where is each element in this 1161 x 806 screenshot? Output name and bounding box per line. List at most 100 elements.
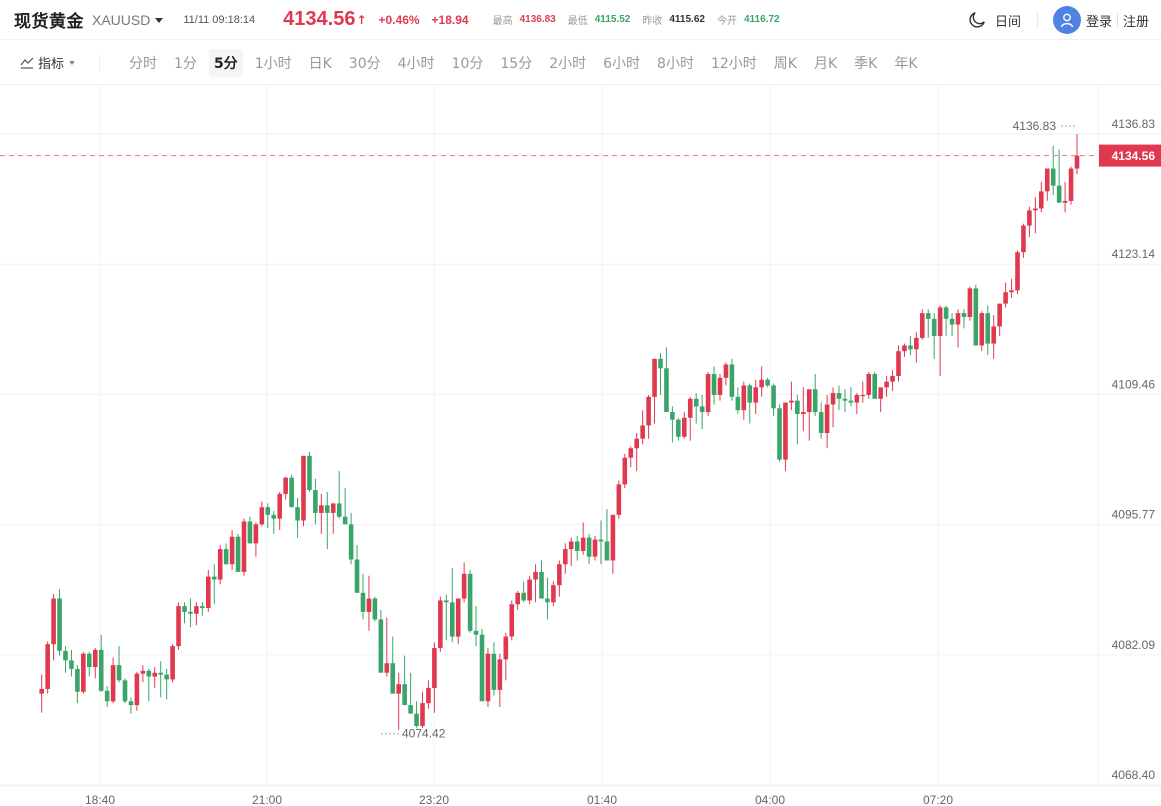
candle-body bbox=[943, 307, 949, 319]
candle-body bbox=[925, 313, 931, 319]
tab-timeframe[interactable]: 4小时 bbox=[397, 55, 435, 72]
theme-toggle[interactable]: 日间 bbox=[994, 14, 1021, 30]
stat-label: 最高 bbox=[492, 16, 513, 27]
register-link[interactable]: 注册 bbox=[1122, 14, 1149, 30]
candle-body bbox=[259, 507, 265, 525]
y-axis-label: 4095.77 bbox=[1112, 508, 1156, 522]
candle-body bbox=[277, 493, 282, 519]
tab-timeframe[interactable]: 8小时 bbox=[657, 55, 694, 72]
candle-body bbox=[812, 389, 818, 413]
candle-body bbox=[646, 396, 651, 426]
candle-body bbox=[426, 687, 431, 704]
candle-body bbox=[967, 288, 973, 317]
candle-body bbox=[896, 351, 901, 376]
y-axis-label: 4136.83 bbox=[1112, 117, 1156, 131]
chevron-down-icon bbox=[69, 60, 76, 65]
y-axis-label: 4123.14 bbox=[1112, 247, 1156, 261]
candle-body bbox=[461, 573, 467, 599]
quote-stats: 最高 4136.83 最低 4115.52 昨收 4115.62 今开 4116.72 bbox=[481, 12, 780, 27]
candle-body bbox=[295, 507, 300, 521]
candle-body bbox=[890, 375, 895, 382]
candle-body bbox=[158, 672, 163, 675]
candle-body bbox=[783, 402, 788, 460]
tab-timeframe[interactable]: 1小时 bbox=[254, 55, 292, 72]
tab-timeframe[interactable]: 季K bbox=[854, 55, 878, 72]
candle-body bbox=[741, 385, 747, 411]
candle-body bbox=[414, 713, 419, 727]
candle-body bbox=[444, 600, 449, 603]
candle-body bbox=[676, 419, 681, 437]
candlestick-chart[interactable]: 4136.83 4123.14 4109.46 4095.77 4082.09 4068.… bbox=[0, 86, 1161, 806]
candle-body bbox=[408, 705, 413, 714]
candle-body bbox=[336, 503, 342, 517]
tab-timeframe[interactable]: 周K bbox=[773, 55, 797, 72]
tab-timeframe[interactable]: 日K bbox=[308, 55, 332, 72]
quote-datetime: 11/11 09:18:14 bbox=[183, 13, 256, 26]
candle-body bbox=[253, 524, 259, 544]
candle-body bbox=[920, 313, 925, 338]
divider bbox=[1116, 14, 1118, 26]
candle-body bbox=[836, 393, 842, 399]
candle-body bbox=[206, 576, 211, 609]
candle-body bbox=[711, 374, 717, 395]
candle-body bbox=[289, 477, 294, 508]
candle-body bbox=[319, 505, 324, 513]
candle-body bbox=[265, 507, 271, 515]
tab-timeframe[interactable]: 分时 bbox=[129, 55, 158, 72]
candle-body bbox=[670, 412, 675, 420]
tab-timeframe[interactable]: 12小时 bbox=[710, 55, 757, 72]
candle-body bbox=[634, 438, 639, 449]
moon-icon[interactable] bbox=[968, 11, 986, 29]
candle-body bbox=[116, 665, 122, 681]
candle-body bbox=[420, 703, 425, 727]
login-link[interactable]: 登录 bbox=[1085, 14, 1112, 30]
stat-label: 最低 bbox=[567, 16, 588, 27]
candle-body bbox=[723, 364, 729, 378]
candle-body bbox=[866, 374, 872, 395]
indicator-menu[interactable]: 指标 bbox=[20, 53, 76, 72]
tab-timeframe[interactable]: 月K bbox=[813, 55, 838, 72]
chart-toolbar: 指标 分时 1分 5分 1小时 日K 30分 4小时 10分 15分 2小时 6小时 8小时 12小时周… bbox=[0, 41, 1161, 85]
candle-body bbox=[152, 672, 158, 677]
indicator-label: 指标 bbox=[38, 57, 65, 72]
candle-body bbox=[75, 668, 80, 692]
candle-body bbox=[533, 571, 538, 580]
candle-body bbox=[384, 663, 390, 673]
candle-body bbox=[908, 345, 913, 350]
candle-body bbox=[878, 387, 883, 399]
candle-body bbox=[211, 576, 217, 580]
tab-timeframe[interactable]: 2小时 bbox=[549, 55, 587, 72]
candle-body bbox=[1056, 185, 1062, 203]
candle-body bbox=[997, 303, 1002, 327]
candle-body bbox=[301, 455, 306, 521]
tab-timeframe[interactable]: 1分 bbox=[174, 55, 197, 72]
symbol-selector[interactable]: XAUUSD bbox=[92, 11, 151, 28]
candle-body bbox=[81, 653, 86, 692]
candle-body bbox=[313, 490, 318, 513]
candle-body bbox=[824, 404, 830, 434]
tab-timeframe[interactable]: 5分 bbox=[208, 48, 243, 77]
chevron-down-icon[interactable] bbox=[155, 18, 164, 23]
current-price-label: 4134.56 bbox=[1112, 149, 1156, 163]
stat-label: 昨收 bbox=[642, 16, 663, 27]
tab-timeframe[interactable]: 6小时 bbox=[603, 55, 641, 72]
last-price: 4134.56 bbox=[283, 8, 356, 30]
x-axis-label: 18:40 bbox=[85, 793, 115, 806]
candle-body bbox=[241, 521, 247, 572]
candle-body bbox=[1009, 290, 1014, 293]
user-avatar-icon[interactable] bbox=[1052, 6, 1081, 34]
x-axis-label: 21:00 bbox=[252, 793, 282, 806]
tab-timeframe[interactable]: 15分 bbox=[500, 55, 533, 72]
tab-timeframe[interactable]: 30分 bbox=[348, 55, 381, 72]
candle-body bbox=[931, 318, 937, 336]
candle-body bbox=[854, 394, 860, 403]
tab-timeframe[interactable]: 10分 bbox=[451, 55, 484, 72]
candle-body bbox=[497, 659, 503, 690]
candle-body bbox=[753, 387, 758, 403]
instrument-title: 现货黄金 bbox=[14, 12, 84, 32]
candle-body bbox=[1027, 210, 1032, 226]
candle-body bbox=[717, 377, 723, 395]
tab-timeframe[interactable]: 年K bbox=[894, 55, 918, 72]
header-actions: 日间 登录 注册 bbox=[968, 0, 1161, 40]
candle-body bbox=[378, 619, 384, 673]
